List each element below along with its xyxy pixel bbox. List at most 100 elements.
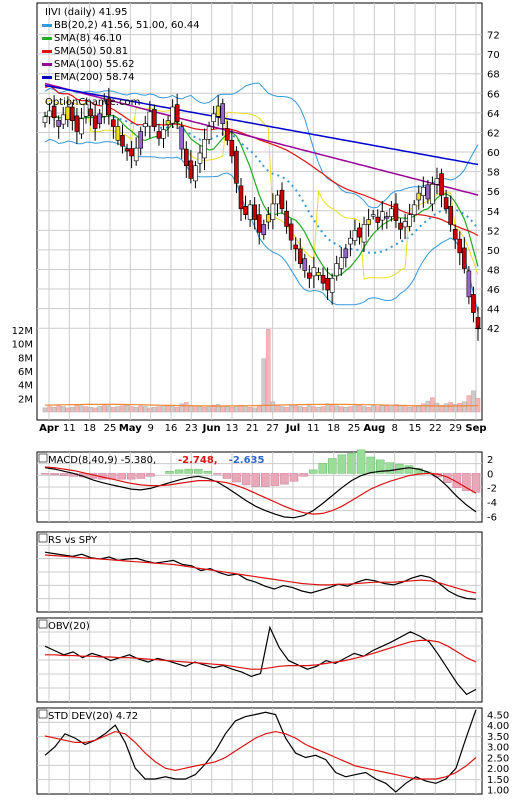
legend-swatch-4 (42, 76, 52, 79)
macd-hist-bar-26 (289, 473, 299, 482)
legend-label-4: EMA(200) 58.74 (54, 72, 134, 83)
sma50-line (44, 85, 479, 237)
volume-bar-32 (188, 404, 194, 413)
candle-body-86 (434, 178, 440, 185)
macd-hist-bar-1 (50, 473, 59, 476)
volume-bar-25 (156, 406, 162, 413)
candle-body-65 (338, 257, 344, 269)
macd-hist-bar-0 (40, 473, 50, 475)
volume-bar-74 (380, 404, 385, 413)
candle-body-88 (443, 197, 449, 210)
candle-body-23 (147, 111, 153, 127)
price-tick-68: 68 (487, 70, 500, 81)
candle-body-11 (92, 115, 98, 129)
macd-hist-bar-14 (174, 469, 184, 474)
volume-bar-65 (339, 406, 344, 413)
panel4-tick-1.50: 1.50 (487, 775, 509, 786)
macd-hist-bar-2 (59, 473, 69, 476)
volume-bar-23 (147, 407, 153, 413)
panel4-tick-3.50: 3.50 (487, 732, 509, 743)
volume-bar-73 (375, 406, 380, 413)
panel2-title: RS vs SPY (48, 535, 98, 546)
panel2-toggle-icon (38, 533, 48, 543)
panel3-toggle-icon (38, 619, 48, 629)
candle-body-76 (389, 208, 394, 217)
volume-bar-55 (293, 404, 298, 413)
candle-body-57 (302, 258, 308, 271)
candle-body-91 (457, 238, 463, 254)
macd-hist-bar-42 (443, 473, 452, 483)
volume-bar-43 (238, 404, 244, 413)
volume-bar-63 (329, 404, 335, 413)
macd-hist-bar-18 (213, 473, 222, 475)
candle-body-18 (124, 148, 130, 152)
volume-bar-20 (133, 406, 139, 413)
volume-bar-11 (92, 407, 98, 413)
volume-bar-59 (311, 406, 317, 413)
panel1-title-part-1: -2.748, (178, 455, 218, 466)
macd-hist-bar-32 (347, 453, 356, 474)
x-tick-9: 13 (226, 423, 239, 434)
volume-tick-2M: 2M (18, 394, 33, 405)
candle-body-95 (475, 317, 481, 330)
candle-body-83 (421, 186, 426, 196)
volume-bar-84 (425, 400, 431, 413)
macd-hist-bar-16 (193, 468, 203, 474)
x-tick-5: 9 (147, 423, 153, 434)
candle-body-79 (402, 221, 408, 228)
candle-body-34 (197, 152, 203, 164)
candle-body-19 (129, 148, 134, 157)
candle-body-59 (311, 267, 317, 277)
legend-label-0: BB(20,2) 41.56, 51.00, 60.44 (54, 20, 200, 31)
volume-bar-30 (179, 403, 184, 413)
candle-body-60 (316, 272, 321, 276)
panel3-series-1 (45, 639, 477, 670)
volume-bar-86 (434, 402, 440, 413)
macd-hist-bar-36 (385, 462, 395, 474)
price-tick-66: 66 (487, 89, 500, 100)
candle-body-1 (47, 110, 52, 118)
volume-bar-47 (256, 405, 262, 413)
volume-bar-94 (471, 390, 476, 413)
macd-hist-bar-34 (366, 456, 375, 474)
volume-bar-28 (170, 406, 175, 413)
candle-body-92 (462, 247, 467, 269)
panel1-series-1 (44, 466, 477, 515)
candle-body-56 (297, 248, 303, 264)
panel4-tick-1.00: 1.00 (487, 786, 509, 796)
legend-label-3: SMA(100) 55.62 (54, 59, 135, 70)
candle-body-53 (284, 210, 289, 227)
candle-body-31 (183, 148, 189, 167)
panel4-tick-4.50: 4.50 (487, 710, 509, 721)
panel4-tick-2.00: 2.00 (487, 764, 509, 775)
panel4-toggle-icon (38, 709, 48, 719)
panel1-tick-2: 2 (487, 455, 493, 466)
volume-bar-0 (42, 407, 48, 413)
volume-bar-31 (184, 402, 189, 413)
candle-body-45 (247, 204, 253, 220)
volume-bar-92 (462, 401, 467, 413)
price-tick-72: 72 (487, 31, 500, 42)
price-tick-62: 62 (487, 128, 500, 139)
volume-bar-67 (348, 406, 353, 413)
macd-hist-bar-17 (203, 471, 213, 474)
macd-hist-bar-8 (117, 473, 126, 480)
volume-bar-10 (88, 406, 93, 413)
candle-body-87 (439, 173, 444, 196)
candle-body-90 (452, 229, 458, 240)
chart-title: IIVI (daily) 41.95 (45, 7, 127, 18)
candle-body-77 (393, 203, 399, 221)
candle-body-9 (83, 103, 89, 117)
macd-hist-bar-10 (136, 473, 146, 479)
volume-bar-48 (261, 358, 267, 413)
volume-bar-87 (439, 404, 444, 413)
volume-bar-76 (389, 406, 394, 413)
price-tick-50: 50 (487, 246, 500, 257)
candle-body-63 (329, 277, 335, 293)
panel4-tick-4.00: 4.00 (487, 721, 509, 732)
volume-bar-34 (197, 406, 203, 413)
candle-body-82 (416, 192, 422, 201)
volume-bar-57 (302, 406, 308, 413)
